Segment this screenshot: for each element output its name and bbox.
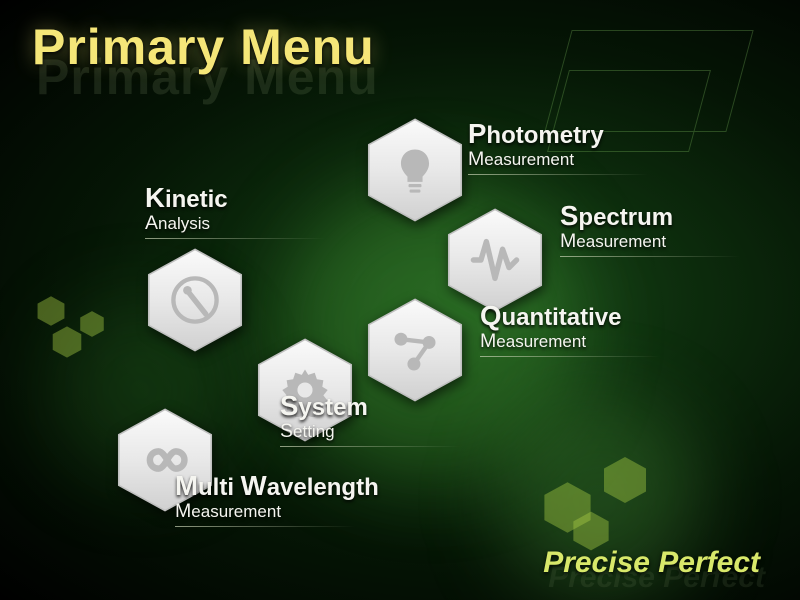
spectrum-label: SpectrumMeasurement xyxy=(560,200,740,257)
nodes-icon xyxy=(388,323,442,377)
multiwavelength-label: Multi WavelengthMeasurement xyxy=(175,470,379,527)
quantitative-button[interactable] xyxy=(360,295,470,405)
tagline: Precise Perfect xyxy=(543,546,760,580)
quantitative-label: QuantitativeMeasurement xyxy=(480,300,660,357)
photometry-label: PhotometryMeasurement xyxy=(468,118,648,175)
decorative-hexagon xyxy=(35,295,67,327)
pointer-icon xyxy=(168,273,222,327)
kinetic-label: KineticAnalysis xyxy=(145,182,325,239)
kinetic-button[interactable] xyxy=(140,245,250,355)
waveform-icon xyxy=(468,233,522,287)
bulb-icon xyxy=(388,143,442,197)
page-title: Primary Menu xyxy=(32,18,375,76)
system-label: SystemSetting xyxy=(280,390,460,447)
